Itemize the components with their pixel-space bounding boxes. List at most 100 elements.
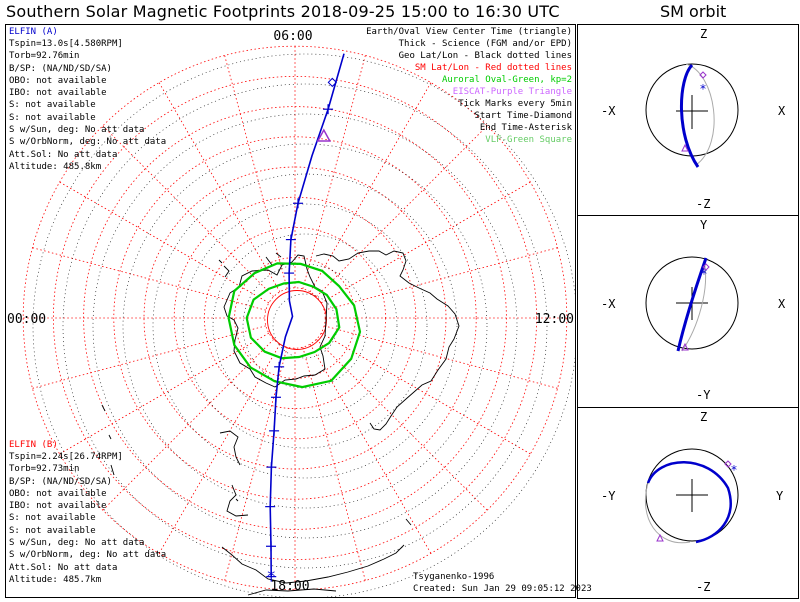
sm-mlt-spoke — [158, 343, 281, 554]
elfin-a-track: * — [265, 53, 345, 586]
sm-pole-ring — [267, 290, 327, 350]
info-line: IBO: not available — [9, 88, 107, 99]
info-line: Altitude: 485.7km — [9, 574, 102, 585]
orbit-start-diamond — [702, 263, 710, 271]
info-line: S w/Sun, deg: No att data — [9, 125, 145, 136]
sm-lat-ring — [52, 75, 538, 561]
axis-label-bottom: -Z — [696, 197, 710, 211]
sm-mlt-spoke — [102, 125, 274, 297]
geo-lat-ring — [152, 173, 458, 479]
footprint-map-panel: * 06:00 12:00 18:00 00:00 ELFIN (A) Tspi… — [5, 24, 592, 598]
sm-mlt-spoke — [309, 82, 432, 293]
legend: Earth/Oval View Center Time (triangle) T… — [366, 26, 572, 146]
sm-mlt-spoke — [320, 332, 531, 455]
geo-lat-ring — [212, 233, 398, 419]
info-line: Tspin=2.24s[26.74RPM] — [9, 452, 123, 462]
info-line: S: not available — [9, 525, 96, 536]
legend-auroral-oval: Auroral Oval-Green, kp=2 — [441, 75, 572, 85]
sm-mlt-spoke — [316, 125, 488, 297]
footer: Tsyganenko-1996 Created: Sun Jan 29 09:0… — [413, 571, 592, 595]
start-diamond — [327, 77, 338, 88]
created-label: Created: Sun Jan 29 09:05:12 2023 — [413, 584, 592, 594]
geo-lat-ring — [92, 113, 518, 539]
info-line: Att.Sol: No att data — [9, 562, 118, 573]
legend-ticks: Tick Marks every 5min — [458, 99, 572, 109]
info-line: Altitude: 485.8km — [9, 161, 102, 172]
info-line: S w/Sun, deg: No att data — [9, 538, 145, 549]
orbit-end-asterisk: * — [730, 463, 737, 477]
sm-mlt-spoke — [32, 247, 266, 311]
orbit-gray — [644, 482, 691, 544]
axis-label-top: Z — [700, 410, 707, 424]
orbit-plot-xy: * Y X -Y -X — [601, 218, 786, 402]
info-line: OBO: not available — [9, 75, 107, 86]
legend-eiscat: EISCAT-Purple Triangle — [452, 87, 572, 97]
orbit-title: SM orbit — [660, 2, 727, 21]
geo-lat-ring — [242, 263, 368, 389]
axis-label-left: -X — [601, 297, 616, 311]
sm-mlt-spoke — [309, 343, 432, 554]
sm-mlt-spoke — [316, 339, 488, 511]
orbit-start-diamond — [699, 71, 707, 79]
axis-label-top: Z — [700, 27, 707, 41]
geo-lat-ring — [272, 293, 338, 359]
legend-end: End Time-Asterisk — [479, 123, 572, 133]
sm-lat-ring — [22, 45, 568, 591]
sm-mlt-spoke — [302, 55, 366, 289]
sm-mlt-spoke — [59, 332, 270, 455]
legend-vlf: VLF-Green Square — [485, 135, 572, 145]
info-line: B/SP: (NA/ND/SD/SA) — [9, 476, 112, 487]
elfin-a-info: ELFIN (A) Tspin=13.0s[4.580RPM] Torb=92.7… — [9, 26, 166, 173]
axis-label-left: -Y — [601, 489, 616, 503]
legend-science: Thick - Science (FGM and/or EPD) — [398, 39, 572, 49]
figure-title: Southern Solar Magnetic Footprints 2018-… — [6, 2, 560, 21]
orbit-triangle — [681, 143, 689, 152]
orbit-panel-yz: * Z Y -Z -Y — [577, 407, 799, 599]
axis-label-left: -X — [601, 104, 616, 118]
sm-lat-ring — [173, 196, 417, 440]
orbit-gray — [685, 63, 715, 166]
legend-view-center: Earth/Oval View Center Time (triangle) — [366, 27, 572, 37]
sm-mlt-spoke — [324, 325, 558, 389]
end-asterisk: * — [266, 567, 276, 586]
elfin-b-info: ELFIN (B) Tspin=2.24s[26.74RPM] Torb=92.7… — [9, 439, 166, 586]
elfin-b-title: ELFIN (B) — [9, 440, 58, 450]
info-line: S w/OrbNorm, deg: No att data — [9, 137, 167, 148]
info-line: B/SP: (NA/ND/SD/SA) — [9, 63, 112, 74]
orbit-end-asterisk: * — [699, 82, 706, 96]
info-line: S: not available — [9, 100, 96, 111]
auroral-oval — [227, 262, 362, 389]
geo-lat-ring — [62, 83, 548, 569]
axis-label-right: X — [778, 104, 786, 118]
orbit-blue — [679, 63, 700, 168]
info-line: OBO: not available — [9, 488, 107, 499]
info-line: Torb=92.76min — [9, 51, 80, 62]
view-center-triangle — [316, 128, 332, 142]
info-line: Att.Sol: No att data — [9, 149, 118, 160]
axis-label-top: Y — [700, 218, 708, 232]
sm-lat-ring — [143, 166, 447, 470]
info-line: S: not available — [9, 513, 96, 524]
sm-mlt-spoke — [302, 347, 366, 581]
orbit-end-asterisk: * — [700, 267, 707, 281]
axis-label-bottom: -Y — [696, 388, 711, 402]
mlt-label-00: 00:00 — [7, 312, 46, 327]
orbit-plot-xz: * Z X -Z -X — [601, 27, 786, 211]
geo-lat-ring — [122, 143, 488, 509]
info-line: S w/OrbNorm, deg: No att data — [9, 550, 167, 561]
sm-mlt-spoke — [59, 181, 270, 304]
mlt-label-06: 06:00 — [273, 29, 312, 44]
axis-label-right: X — [778, 297, 786, 311]
sm-lat-ring — [113, 136, 477, 500]
sm-mlt-spoke — [224, 55, 288, 289]
sm-mlt-spoke — [158, 82, 281, 293]
footprint-map: * 06:00 12:00 18:00 00:00 — [7, 29, 575, 597]
legend-sm-grid: SM Lat/Lon - Red dotted lines — [414, 63, 572, 73]
orbit-plot-yz: * Z Y -Z -Y — [601, 410, 784, 594]
orbit-panel-xy: * Y X -Y -X — [577, 215, 799, 408]
info-line: S: not available — [9, 112, 96, 123]
legend-start: Start Time-Diamond — [474, 111, 572, 121]
sm-mlt-spoke — [324, 247, 558, 311]
sm-mlt-spoke — [320, 181, 531, 304]
info-line: IBO: not available — [9, 501, 107, 512]
